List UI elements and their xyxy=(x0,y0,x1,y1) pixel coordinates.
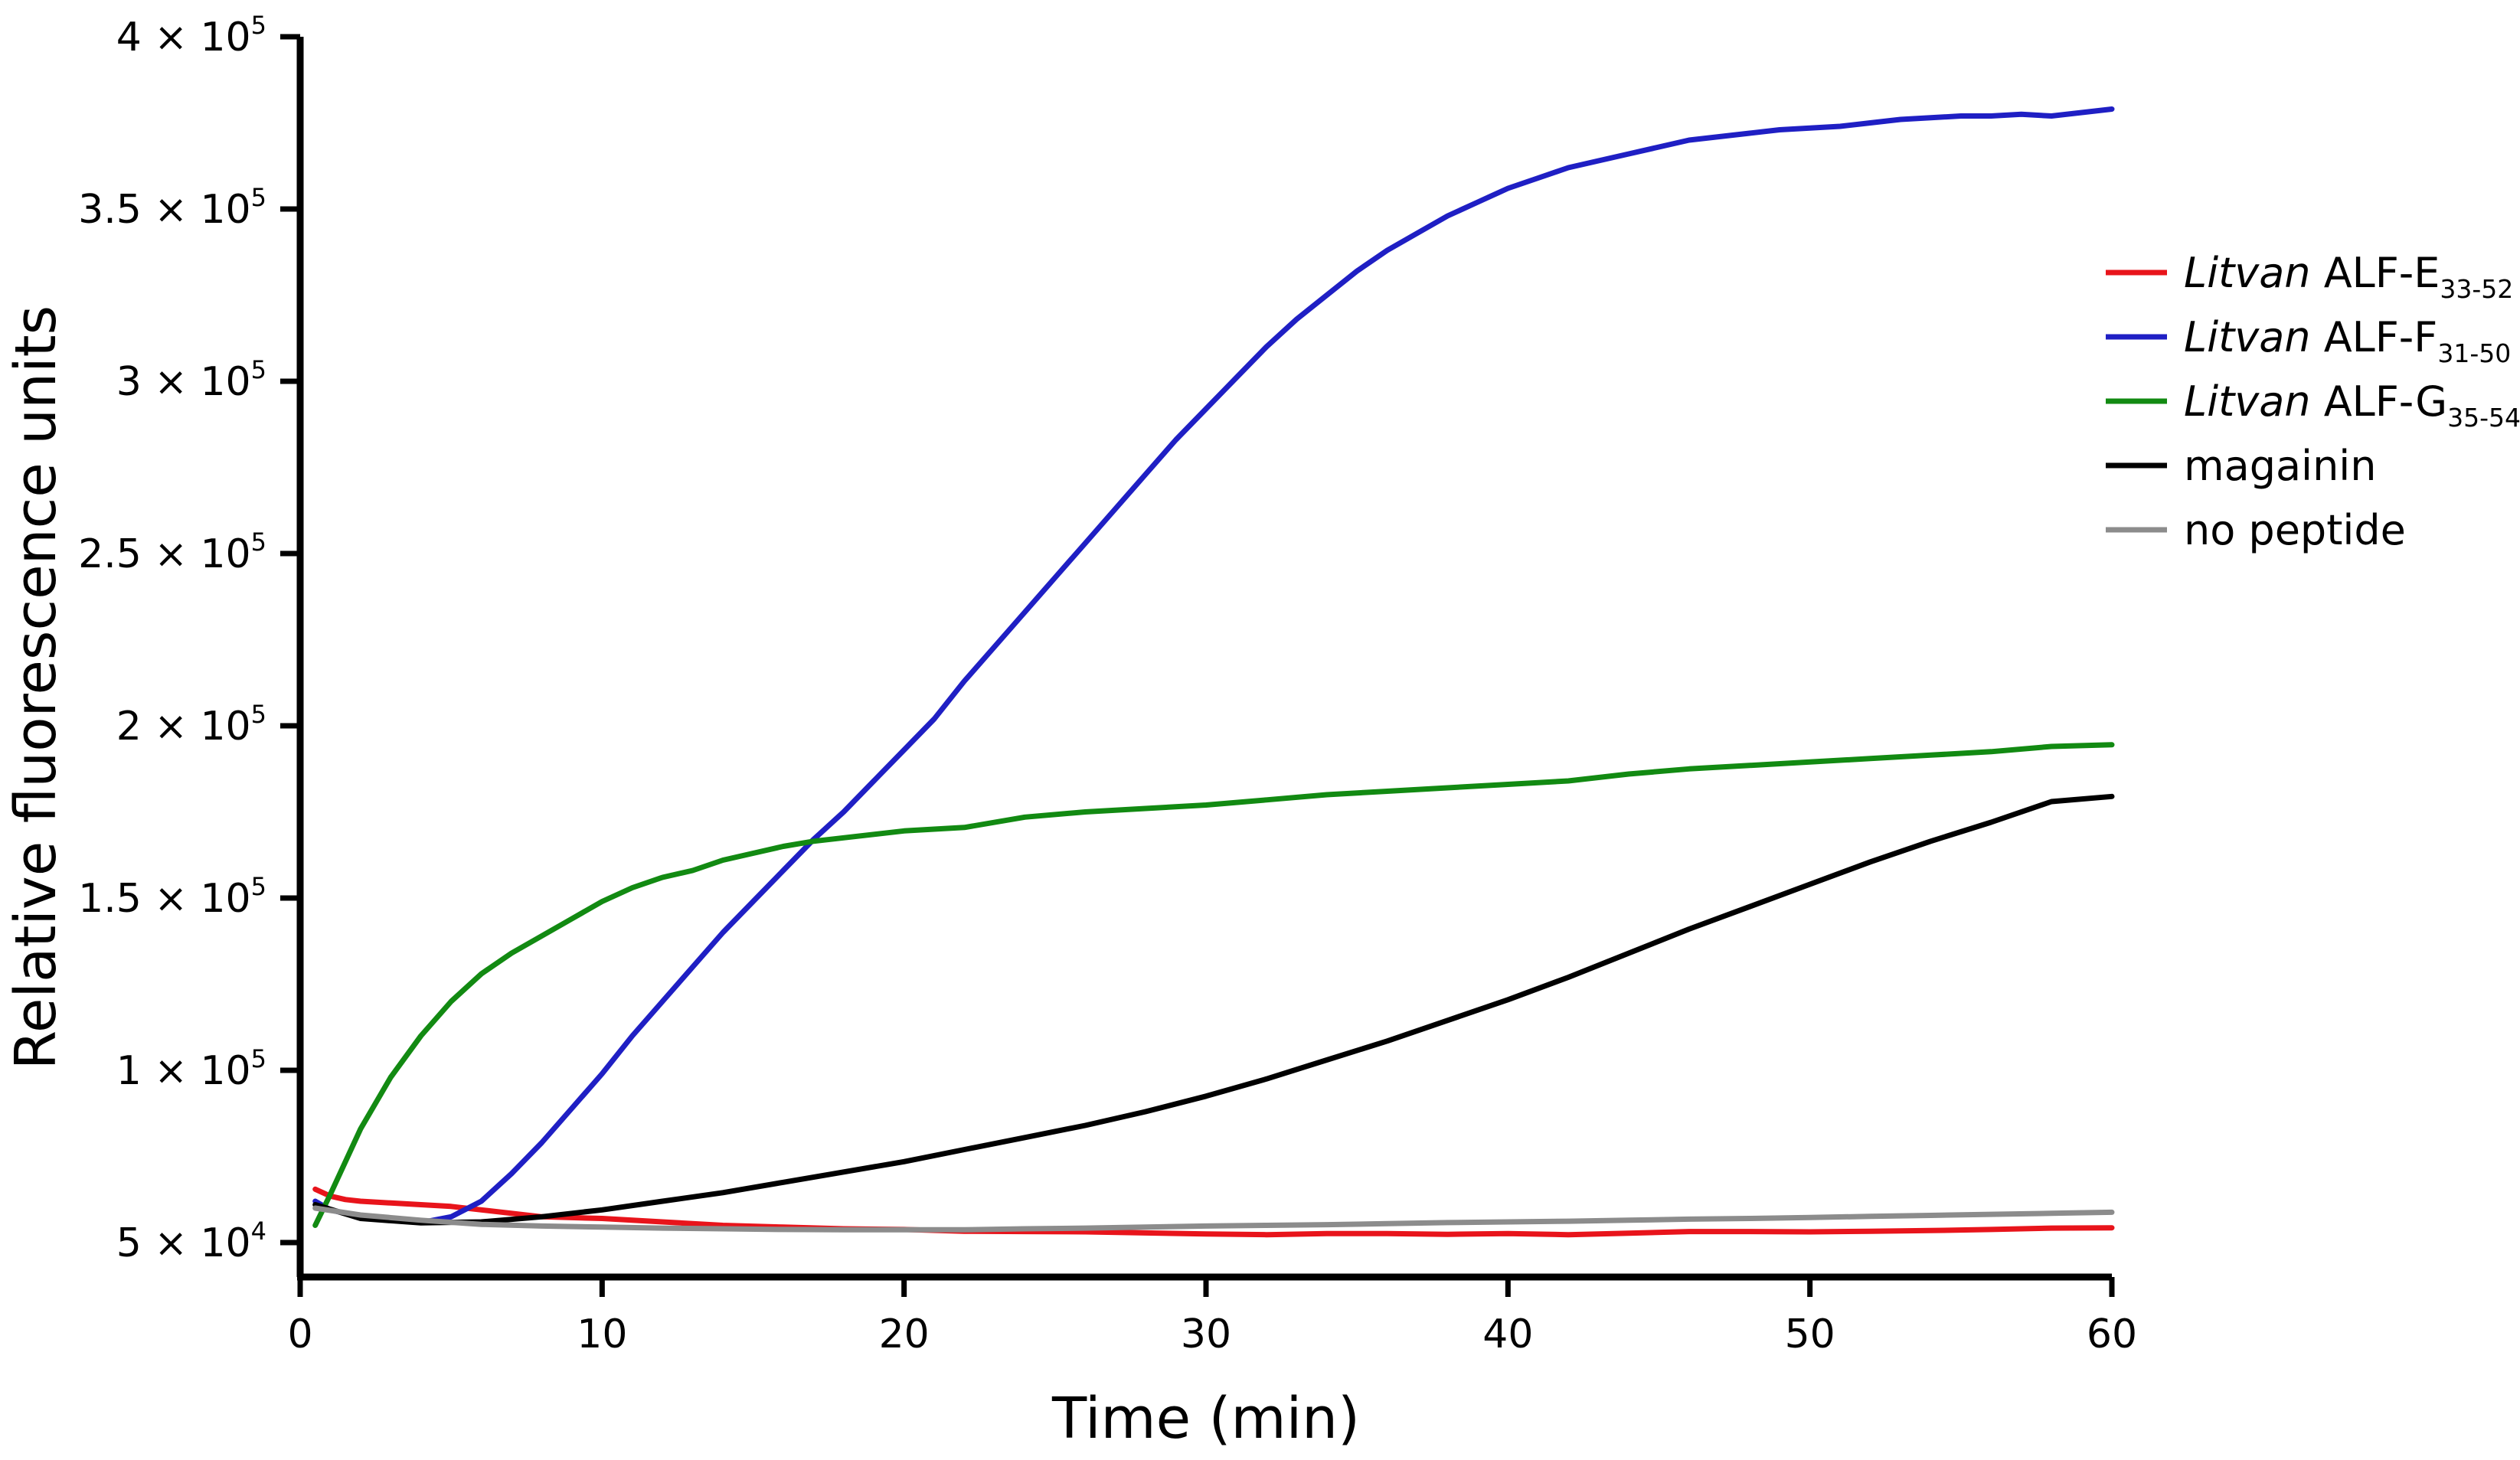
axes xyxy=(296,37,2112,1281)
y-axis-title: Relative fluorescence units xyxy=(3,305,69,1070)
series-line-litvan-alf-e33-52 xyxy=(312,1186,2115,1238)
series-line-magainin xyxy=(312,793,2115,1226)
x-tick-label: 30 xyxy=(1181,1311,1231,1357)
y-tick-mantissa: 1.5 × 10 xyxy=(78,876,251,922)
legend-label-litvan-alf-e33-52: Litvan ALF-E33-52 xyxy=(2184,249,2513,304)
legend-label-litvan-alf-f31-50: Litvan ALF-F31-50 xyxy=(2184,313,2511,368)
y-tick-label: 2 × 105 xyxy=(116,700,266,750)
x-tick-label: 40 xyxy=(1482,1311,1533,1357)
y-tick-label: 2.5 × 105 xyxy=(78,527,266,577)
y-tick-mantissa: 5 × 10 xyxy=(116,1220,251,1266)
x-tick-label: 60 xyxy=(2087,1311,2137,1357)
y-tick-mantissa: 1 × 10 xyxy=(116,1048,251,1094)
y-tick-exponent: 4 xyxy=(251,1217,266,1246)
y-tick-mantissa: 2 × 10 xyxy=(116,704,251,750)
y-tick-label: 1 × 105 xyxy=(116,1044,266,1094)
legend-main: ALF-G xyxy=(2311,377,2448,426)
legend-subscript: 35-54 xyxy=(2447,403,2520,433)
legend-label-no-peptide: no peptide xyxy=(2184,506,2406,554)
x-axis-title: Time (min) xyxy=(1051,1386,1360,1452)
legend-main: ALF-F xyxy=(2311,313,2438,361)
y-tick-label: 3.5 × 105 xyxy=(78,183,266,233)
legend-label-litvan-alf-g35-54: Litvan ALF-G35-54 xyxy=(2184,377,2520,433)
legend-main: magainin xyxy=(2184,442,2377,490)
y-tick-label: 5 × 104 xyxy=(116,1217,266,1266)
series-lines xyxy=(312,106,2115,1238)
y-tick-exponent: 5 xyxy=(251,183,266,212)
y-tick-label: 4 × 105 xyxy=(116,11,266,60)
series-line-litvan-alf-g35-54 xyxy=(312,742,2115,1228)
legend-subscript: 33-52 xyxy=(2440,274,2513,304)
legend-label-magainin: magainin xyxy=(2184,442,2377,490)
y-tick-exponent: 5 xyxy=(251,527,266,557)
y-tick-exponent: 5 xyxy=(251,1044,266,1073)
x-tick-label: 0 xyxy=(287,1311,312,1357)
y-tick-mantissa: 3.5 × 10 xyxy=(78,187,251,233)
y-tick-exponent: 5 xyxy=(251,700,266,729)
series-line-litvan-alf-f31-50 xyxy=(312,106,2115,1226)
y-tick-mantissa: 3 × 10 xyxy=(116,359,251,405)
x-tick-label: 50 xyxy=(1785,1311,1835,1357)
legend-italic: Litvan xyxy=(2184,377,2311,426)
legend-italic: Litvan xyxy=(2184,313,2311,361)
y-tick-mantissa: 4 × 10 xyxy=(116,15,251,60)
series-line-no-peptide xyxy=(312,1205,2115,1233)
y-tick-mantissa: 2.5 × 10 xyxy=(78,531,251,577)
legend-italic: Litvan xyxy=(2184,249,2311,297)
legend-subscript: 31-50 xyxy=(2437,338,2511,368)
legend-main: ALF-E xyxy=(2311,249,2440,297)
y-tick-exponent: 5 xyxy=(251,11,266,40)
y-tick-label: 1.5 × 105 xyxy=(78,872,266,922)
legend-main: no peptide xyxy=(2184,506,2406,554)
y-tick-exponent: 5 xyxy=(251,872,266,901)
y-tick-exponent: 5 xyxy=(251,355,266,384)
x-tick-label: 10 xyxy=(577,1311,627,1357)
y-tick-label: 3 × 105 xyxy=(116,355,266,405)
x-tick-label: 20 xyxy=(879,1311,930,1357)
